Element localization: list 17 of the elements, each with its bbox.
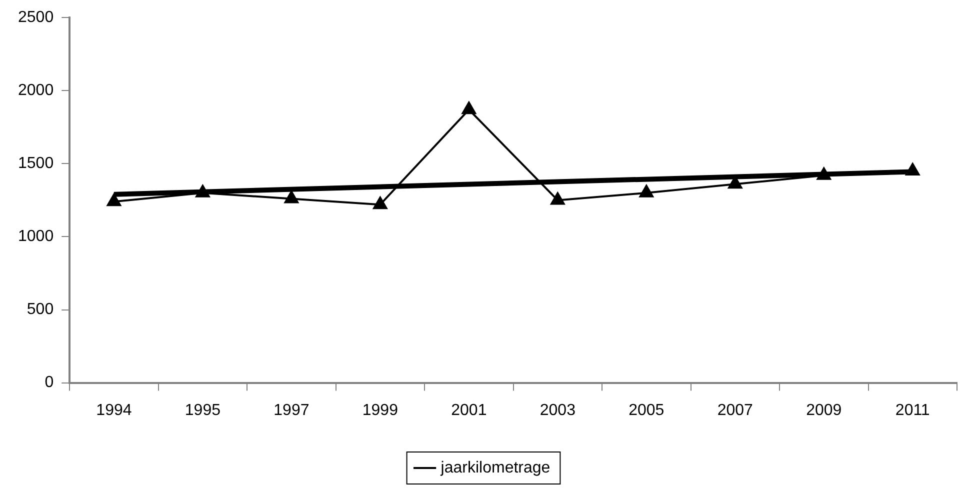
x-tick-label: 1997 bbox=[274, 402, 310, 419]
y-tick-label: 0 bbox=[44, 374, 54, 392]
x-tick-label: 2011 bbox=[895, 402, 930, 419]
x-tick-label: 1995 bbox=[184, 402, 221, 419]
y-tick-label: 1000 bbox=[18, 228, 54, 246]
x-tick-label: 1994 bbox=[96, 402, 132, 419]
y-tick-label: 1500 bbox=[18, 155, 54, 172]
x-tick-label: 2005 bbox=[628, 402, 664, 419]
legend-label: jaarkilometrage bbox=[440, 459, 550, 476]
x-tick-label: 2009 bbox=[806, 402, 842, 419]
x-tick-label: 2007 bbox=[717, 402, 754, 419]
y-tick-label: 2000 bbox=[18, 82, 54, 100]
y-tick-label: 500 bbox=[26, 301, 54, 318]
x-tick-label: 2003 bbox=[540, 402, 576, 419]
x-tick-label: 1999 bbox=[362, 402, 398, 419]
x-tick-label: 2001 bbox=[451, 402, 487, 419]
y-tick-label: 2500 bbox=[18, 9, 54, 26]
